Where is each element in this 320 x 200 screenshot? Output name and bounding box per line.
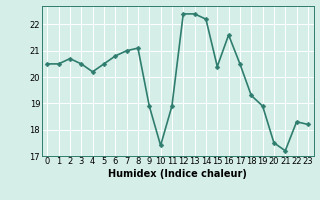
X-axis label: Humidex (Indice chaleur): Humidex (Indice chaleur) xyxy=(108,169,247,179)
